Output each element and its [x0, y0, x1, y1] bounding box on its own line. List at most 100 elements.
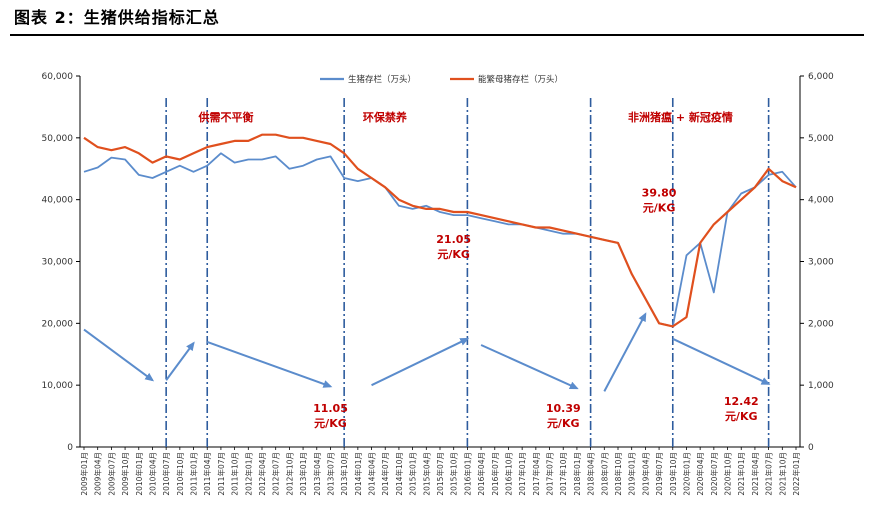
trend-arrow — [672, 337, 771, 385]
x-tick-label: 2021年01月 — [736, 452, 746, 496]
x-tick-label: 2015年01月 — [408, 452, 418, 496]
x-tick-label: 2009年01月 — [79, 452, 89, 496]
trend-arrows — [83, 312, 771, 392]
trend-arrow — [165, 341, 195, 381]
y-tick-label-right: 3,000 — [808, 258, 834, 268]
series-line-2 — [83, 133, 797, 328]
y-tick-label-left: 50,000 — [42, 134, 74, 144]
legend-label: 能繁母猪存栏（万头） — [478, 74, 563, 85]
price-unit: 元/KG — [725, 410, 758, 423]
y-tick-label-right: 2,000 — [808, 319, 834, 329]
y-tick-label-left: 60,000 — [42, 72, 74, 82]
x-tick-label: 2017年04月 — [531, 452, 541, 496]
price-unit: 元/KG — [314, 417, 347, 430]
price-unit: 元/KG — [547, 417, 580, 430]
price-label: 12.42 — [724, 395, 759, 408]
annotations: 供需不平衡 环保禁养 非洲猪瘟 + 新冠疫情 11.05 元/KG 21.05 元/KG 10… — [198, 110, 759, 430]
title-rule — [10, 34, 864, 36]
x-tick-label: 2010年10月 — [175, 452, 185, 496]
x-tick-label: 2019年07月 — [654, 452, 664, 496]
x-tick-label: 2016年10月 — [503, 452, 513, 496]
trend-arrow — [371, 337, 470, 387]
y-tick-label-left: 0 — [67, 443, 73, 453]
x-tick-label: 2019年01月 — [627, 452, 637, 496]
price-label: 21.05 — [436, 233, 471, 246]
x-tick-label: 2019年10月 — [668, 452, 678, 496]
x-tick-label: 2013年07月 — [325, 452, 335, 496]
x-tick-label: 2015年04月 — [421, 452, 431, 496]
x-tick-label: 2014年04月 — [367, 452, 377, 496]
x-tick-label: 2012年01月 — [243, 452, 253, 496]
x-tick-label: 2020年10月 — [723, 452, 733, 496]
trend-arrow — [206, 340, 333, 388]
x-tick-label: 2013年01月 — [298, 452, 308, 496]
x-tick-label: 2016年07月 — [490, 452, 500, 496]
series-lines — [83, 133, 797, 328]
x-tick-label: 2014年07月 — [380, 452, 390, 496]
x-tick-label: 2018年07月 — [599, 452, 609, 496]
x-tick-label: 2014年01月 — [353, 452, 363, 496]
x-tick-label: 2018年10月 — [613, 452, 623, 496]
y-tick-label-right: 0 — [808, 443, 814, 453]
y-tick-label-left: 40,000 — [42, 196, 74, 206]
x-tick-label: 2009年07月 — [106, 452, 116, 496]
x-tick-label: 2012年04月 — [257, 452, 267, 496]
legend: 生猪存栏（万头） 能繁母猪存栏（万头） — [320, 74, 563, 85]
x-tick-label: 2018年01月 — [572, 452, 582, 496]
y-tick-label-right: 5,000 — [808, 134, 834, 144]
x-tick-label: 2013年04月 — [312, 452, 322, 496]
price-unit: 元/KG — [437, 248, 470, 261]
x-tick-label: 2015年07月 — [435, 452, 445, 496]
x-tick-label: 2021年07月 — [764, 452, 774, 496]
y-tick-label-left: 10,000 — [42, 381, 74, 391]
trend-arrow — [83, 328, 155, 382]
x-tick-label: 2015年10月 — [449, 452, 459, 496]
y-tick-label-right: 6,000 — [808, 72, 834, 82]
region-label: 供需不平衡 — [198, 110, 254, 124]
period-dividers — [165, 98, 770, 447]
x-tick-label: 2011年04月 — [202, 452, 212, 496]
x-tick-label: 2020年04月 — [695, 452, 705, 496]
x-tick-label: 2017年01月 — [517, 452, 527, 496]
x-tick-label: 2020年07月 — [709, 452, 719, 496]
x-tick-label: 2016年04月 — [476, 452, 486, 496]
x-tick-label: 2009年10月 — [120, 452, 130, 496]
x-tick-label: 2020年01月 — [681, 452, 691, 496]
x-tick-label: 2012年10月 — [284, 452, 294, 496]
x-tick-label: 2010年01月 — [134, 452, 144, 496]
series-line-1 — [83, 152, 797, 328]
trend-arrow — [480, 344, 579, 390]
trend-arrow — [603, 312, 647, 392]
y-tick-label-left: 30,000 — [42, 258, 74, 268]
y-tick-label-right: 1,000 — [808, 381, 834, 391]
x-tick-label: 2021年10月 — [777, 452, 787, 496]
x-tick-label: 2014年10月 — [394, 452, 404, 496]
x-tick-label: 2009年04月 — [93, 452, 103, 496]
x-tick-label: 2011年07月 — [216, 452, 226, 496]
legend-label: 生猪存栏（万头） — [348, 74, 416, 85]
x-tick-label: 2018年04月 — [586, 452, 596, 496]
x-tick-label: 2017年07月 — [545, 452, 555, 496]
axes: 0 10,000 20,000 30,000 40,000 50,000 60,000 0 1,… — [42, 72, 835, 496]
x-tick-label: 2016年01月 — [462, 452, 472, 496]
price-unit: 元/KG — [643, 202, 676, 215]
price-label: 11.05 — [313, 402, 348, 415]
x-tick-label: 2011年10月 — [230, 452, 240, 496]
region-label: 非洲猪瘟 + 新冠疫情 — [628, 110, 733, 124]
x-tick-label: 2019年04月 — [640, 452, 650, 496]
x-tick-label: 2012年07月 — [271, 452, 281, 496]
y-tick-label-left: 20,000 — [42, 319, 74, 329]
x-tick-label: 2011年01月 — [189, 452, 199, 496]
x-tick-label: 2013年10月 — [339, 452, 349, 496]
x-tick-label: 2017年10月 — [558, 452, 568, 496]
x-tick-label: 2010年07月 — [161, 452, 171, 496]
price-label: 39.80 — [642, 187, 677, 200]
x-tick-label: 2021年04月 — [750, 452, 760, 496]
y-tick-label-right: 4,000 — [808, 196, 834, 206]
x-tick-label: 2022年01月 — [791, 452, 801, 496]
x-tick-label: 2010年04月 — [147, 452, 157, 496]
figure-title: 图表 2：生猪供给指标汇总 — [14, 8, 220, 27]
region-label: 环保禁养 — [363, 110, 408, 124]
price-label: 10.39 — [546, 402, 581, 415]
